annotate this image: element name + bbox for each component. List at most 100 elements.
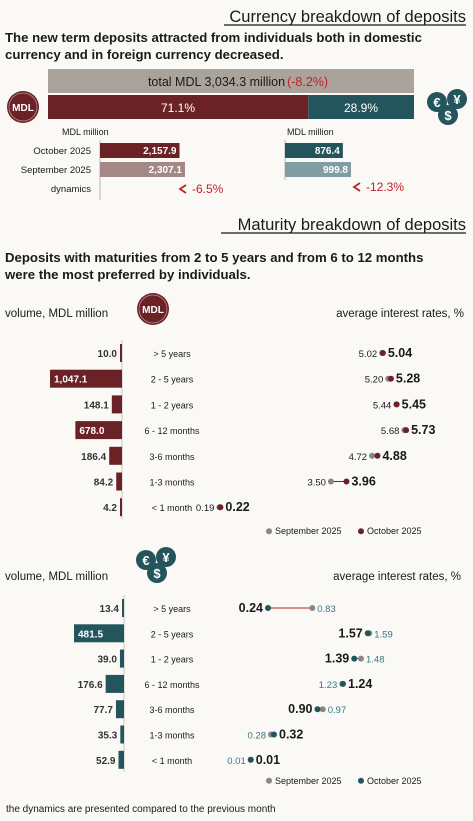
mdl-september-value: 2,307.1 xyxy=(149,165,183,176)
volume-bar xyxy=(119,649,124,668)
rate-october-dot xyxy=(343,478,350,485)
svg-text:€: € xyxy=(433,95,440,110)
rate-october-dot xyxy=(217,504,224,511)
svg-text:-12.3%: -12.3% xyxy=(366,180,404,194)
volume-bar xyxy=(122,599,124,617)
rate-september-label: 1.48 xyxy=(366,655,385,666)
volume-bar xyxy=(115,700,124,719)
maturity-category-label: 6 - 12 months xyxy=(144,426,200,436)
rate-october-label: 3.96 xyxy=(351,475,375,489)
mdl-share-label: 71.1% xyxy=(161,101,195,115)
rate-october-label: 1.24 xyxy=(348,677,372,691)
rate-september-label: 0.97 xyxy=(328,705,347,716)
rate-october-label: 5.73 xyxy=(411,423,435,437)
legend-october-marker xyxy=(358,528,364,535)
legend-september-label: September 2025 xyxy=(275,526,342,536)
mdl-share-bar xyxy=(48,95,309,119)
rate-september-label: 1.59 xyxy=(374,629,393,640)
mdl-maturity-chart: 10.0 > 5 years 5.02 5.04 1,047.1 2 - 5 years 5… xyxy=(50,340,435,536)
legend-september-label: September 2025 xyxy=(275,776,342,786)
fx-october-bar xyxy=(285,143,343,158)
svg-text:¥: ¥ xyxy=(453,92,461,107)
rate-september-label: 1.23 xyxy=(319,680,338,691)
maturity-category-label: 2 - 5 years xyxy=(151,629,194,639)
volume-value: 148.1 xyxy=(84,400,109,411)
rate-october-dot xyxy=(351,655,358,662)
maturity-subtitle-line-1: Deposits with maturities from 2 to 5 yea… xyxy=(5,250,423,265)
legend-october-marker xyxy=(358,777,364,784)
rate-september-label: 0.01 xyxy=(227,756,246,767)
maturity-category-label: < 1 month xyxy=(152,756,192,766)
volume-bar xyxy=(74,624,124,643)
volume-bar xyxy=(120,344,122,362)
legend-september-marker xyxy=(266,777,272,784)
maturity-category-label: 6 - 12 months xyxy=(144,680,200,690)
svg-text:MDL: MDL xyxy=(12,103,34,114)
maturity-category-label: 3-6 months xyxy=(149,705,195,715)
rate-october-label: 5.28 xyxy=(396,372,420,386)
rate-october-label: 5.45 xyxy=(402,397,426,411)
currency-coins-icon: € ¥ $ xyxy=(427,89,467,125)
chart-legend: September 2025 October 2025 xyxy=(266,776,422,786)
fx-volume-label: volume, MDL million xyxy=(5,571,108,583)
down-arrow-icon xyxy=(352,182,361,192)
footnote: the dynamics are presented compared to t… xyxy=(6,804,276,815)
rate-october-dot xyxy=(314,706,321,713)
mdl-unit-label: MDL million xyxy=(62,127,109,137)
volume-bar xyxy=(50,369,122,388)
rate-october-dot xyxy=(247,756,254,763)
volume-value: 4.2 xyxy=(103,503,117,514)
volume-value: 186.4 xyxy=(81,452,106,463)
volume-value: 176.6 xyxy=(78,680,103,691)
row-label-october: October 2025 xyxy=(33,146,91,157)
row-label-september: September 2025 xyxy=(21,165,91,176)
rate-october-dot xyxy=(393,401,400,408)
fx-september-value: 999.8 xyxy=(323,165,348,176)
svg-text:$: $ xyxy=(153,566,161,581)
rate-october-label: 0.01 xyxy=(256,753,280,767)
volume-value: 77.7 xyxy=(93,705,113,716)
volume-value: 678.0 xyxy=(79,426,104,437)
rate-october-label: 0.22 xyxy=(225,500,249,514)
fx-share-bar xyxy=(308,95,414,119)
fx-october-value: 876.4 xyxy=(315,146,340,157)
rate-october-dot xyxy=(265,605,271,611)
rate-october-label: 0.24 xyxy=(239,601,263,615)
rate-october-dot xyxy=(387,375,394,382)
volume-value: 13.4 xyxy=(100,604,120,615)
rate-september-label: 0.28 xyxy=(248,731,267,742)
rate-september-dot xyxy=(319,706,326,713)
mdl-volume-label: volume, MDL million xyxy=(5,308,108,320)
maturity-category-label: 1 - 2 years xyxy=(151,655,194,665)
mdl-coin-icon: MDL xyxy=(7,91,39,123)
svg-text:€: € xyxy=(142,553,149,568)
volume-value: 10.0 xyxy=(98,349,118,360)
volume-bar xyxy=(116,472,122,491)
rate-september-dot xyxy=(358,655,364,662)
svg-text:$: $ xyxy=(444,108,452,123)
svg-text:-6.5%: -6.5% xyxy=(192,182,224,196)
rate-september-label: 5.20 xyxy=(365,375,384,386)
maturity-category-label: 1-3 months xyxy=(149,731,195,741)
fx-share-label: 28.9% xyxy=(344,101,378,115)
maturity-subtitle-line-2: were the most preferred by individuals. xyxy=(4,267,251,282)
mdl-dynamics: -6.5% xyxy=(178,182,224,196)
volume-bar xyxy=(120,498,122,517)
mdl-october-value: 2,157.9 xyxy=(143,146,177,157)
rate-september-label: 0.19 xyxy=(196,503,215,514)
volume-value: 35.3 xyxy=(98,731,118,742)
volume-bar xyxy=(120,725,124,744)
rate-september-dot xyxy=(309,605,316,611)
volume-bar xyxy=(111,395,122,414)
volume-bar xyxy=(105,674,124,693)
mdl-rates-label: average interest rates, % xyxy=(336,308,464,320)
rate-september-label: 3.50 xyxy=(307,478,326,489)
rate-october-label: 5.04 xyxy=(388,346,412,360)
currency-coins-icon: € ¥ $ xyxy=(136,547,176,583)
row-label-dynamics: dynamics xyxy=(51,184,91,195)
maturity-category-label: 1-3 months xyxy=(149,478,195,488)
subtitle-line-2: currency and in foreign currency decreas… xyxy=(5,47,284,62)
fx-maturity-chart: 13.4 > 5 years 0.24 0.83 481.5 2 - 5 years 1.5… xyxy=(74,595,422,786)
rate-october-dot xyxy=(271,731,277,738)
